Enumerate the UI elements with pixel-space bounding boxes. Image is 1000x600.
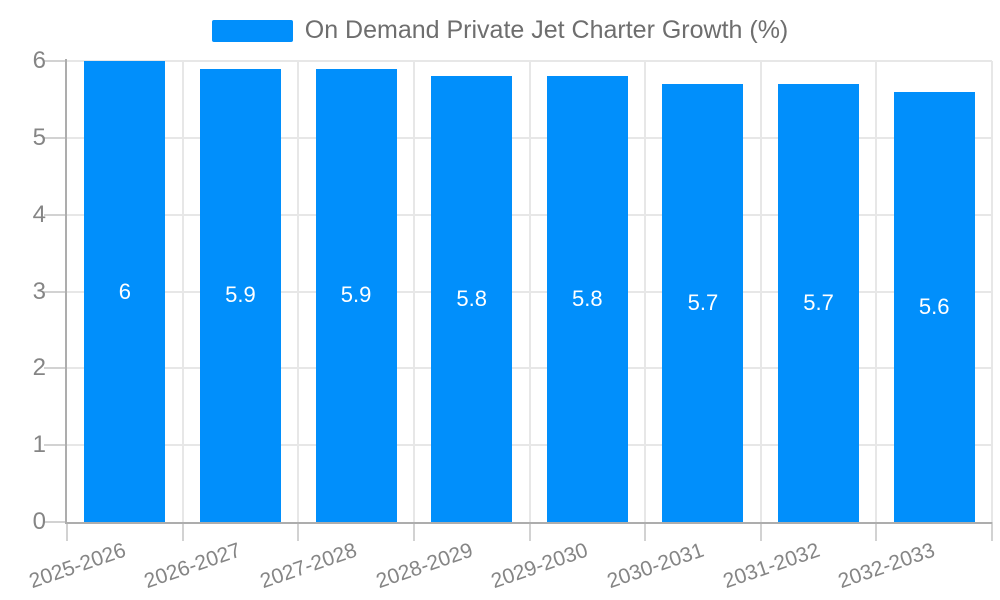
bar-value-label: 5.8 bbox=[572, 286, 603, 312]
y-axis-label: 2 bbox=[32, 354, 46, 382]
x-gridline bbox=[759, 61, 762, 522]
x-gridline bbox=[875, 61, 878, 522]
y-axis-line bbox=[65, 59, 67, 524]
x-tick bbox=[759, 522, 762, 541]
y-axis-label: 1 bbox=[32, 431, 46, 459]
bar-value-label: 5.6 bbox=[918, 293, 950, 319]
x-tick bbox=[875, 522, 878, 541]
x-axis-line bbox=[65, 522, 992, 524]
y-tick bbox=[44, 290, 67, 293]
y-tick bbox=[44, 521, 67, 523]
bar-2026-2027[interactable]: 5.9 bbox=[199, 68, 281, 522]
x-tick bbox=[66, 522, 68, 541]
y-tick bbox=[44, 136, 67, 139]
legend-swatch bbox=[211, 19, 293, 42]
y-axis-label: 3 bbox=[32, 277, 46, 305]
y-tick bbox=[44, 444, 67, 447]
x-tick bbox=[297, 522, 300, 541]
x-gridline bbox=[528, 61, 531, 522]
bar-2025-2026[interactable]: 6 bbox=[84, 61, 166, 522]
x-gridline bbox=[412, 61, 415, 522]
x-gridline bbox=[991, 61, 993, 522]
y-tick bbox=[44, 213, 67, 216]
x-tick bbox=[181, 522, 184, 541]
x-gridline bbox=[297, 61, 300, 522]
y-axis-label: 6 bbox=[32, 47, 46, 74]
legend-label: On Demand Private Jet Charter Growth (%) bbox=[304, 16, 789, 44]
y-tick bbox=[44, 60, 67, 62]
bar-value-label: 5.7 bbox=[687, 290, 719, 316]
bar-value-label: 5.8 bbox=[456, 286, 487, 312]
x-tick bbox=[644, 522, 647, 541]
bar-2027-2028[interactable]: 5.9 bbox=[315, 68, 397, 522]
bar-2028-2029[interactable]: 5.8 bbox=[431, 76, 513, 522]
y-axis-label: 4 bbox=[32, 200, 46, 228]
chart-legend[interactable]: On Demand Private Jet Charter Growth (%) bbox=[0, 16, 1000, 45]
y-tick bbox=[44, 367, 67, 370]
bar-value-label: 5.7 bbox=[803, 290, 834, 316]
bar-2032-2033[interactable]: 5.6 bbox=[893, 91, 975, 522]
bar-2030-2031[interactable]: 5.7 bbox=[662, 84, 744, 522]
bar-2029-2030[interactable]: 5.8 bbox=[546, 76, 628, 522]
bar-value-label: 5.9 bbox=[340, 282, 372, 308]
bar-value-label: 5.9 bbox=[225, 282, 256, 308]
x-tick bbox=[412, 522, 415, 541]
x-gridline bbox=[181, 61, 184, 522]
x-tick bbox=[528, 522, 531, 541]
bar-value-label: 6 bbox=[118, 278, 131, 304]
x-gridline bbox=[644, 61, 647, 522]
y-axis-label: 0 bbox=[32, 508, 46, 535]
y-axis-label: 5 bbox=[32, 123, 46, 151]
bar-2031-2032[interactable]: 5.7 bbox=[778, 84, 860, 522]
x-tick bbox=[991, 522, 993, 541]
